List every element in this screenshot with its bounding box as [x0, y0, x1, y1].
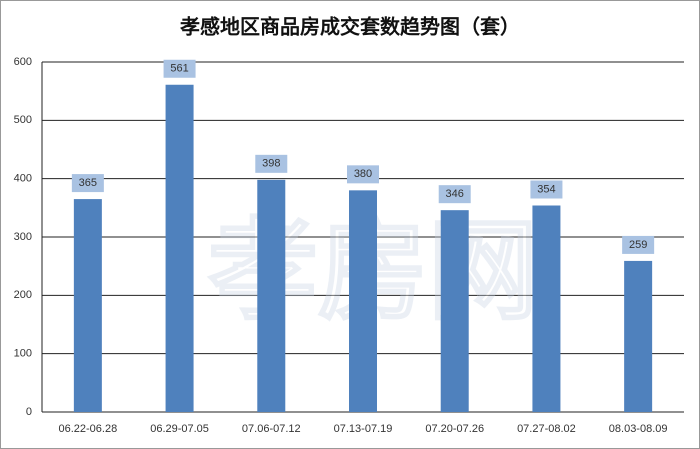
x-tick-label: 07.27-08.02	[517, 423, 576, 435]
bar	[165, 84, 194, 412]
value-label-box	[530, 180, 563, 199]
value-label: 398	[262, 158, 280, 170]
bar	[349, 190, 377, 412]
x-tick-label: 07.06-07.12	[242, 423, 301, 435]
bar	[73, 199, 102, 412]
x-tick-label: 06.29-07.05	[150, 423, 209, 435]
x-tick-label: 06.22-06.28	[58, 423, 117, 435]
bar	[440, 210, 469, 412]
y-tick-label: 0	[26, 406, 32, 418]
value-label: 365	[79, 177, 97, 189]
value-label-box	[438, 185, 471, 204]
y-tick-label: 200	[14, 289, 32, 301]
value-label-box	[71, 174, 104, 193]
value-label: 259	[629, 239, 647, 251]
bar	[257, 179, 286, 412]
y-tick-label: 600	[14, 56, 32, 68]
value-label-box	[347, 165, 379, 184]
value-label-box	[163, 59, 196, 78]
bar	[532, 205, 561, 412]
chart-title: 孝感地区商品房成交套数趋势图（套）	[179, 15, 520, 39]
y-tick-label: 300	[14, 231, 32, 243]
x-tick-label: 08.03-08.09	[609, 423, 668, 435]
y-tick-label: 500	[14, 114, 32, 126]
value-label-box	[622, 235, 655, 254]
y-tick-label: 100	[14, 348, 32, 360]
y-tick-label: 400	[14, 173, 32, 185]
x-tick-label: 07.20-07.26	[425, 423, 484, 435]
value-label: 354	[537, 183, 555, 195]
value-label: 380	[354, 168, 372, 180]
value-label-box	[255, 154, 288, 173]
x-tick-label: 07.13-07.19	[334, 423, 393, 435]
value-label: 561	[170, 63, 188, 75]
value-label: 346	[446, 188, 464, 200]
bar	[624, 260, 653, 412]
